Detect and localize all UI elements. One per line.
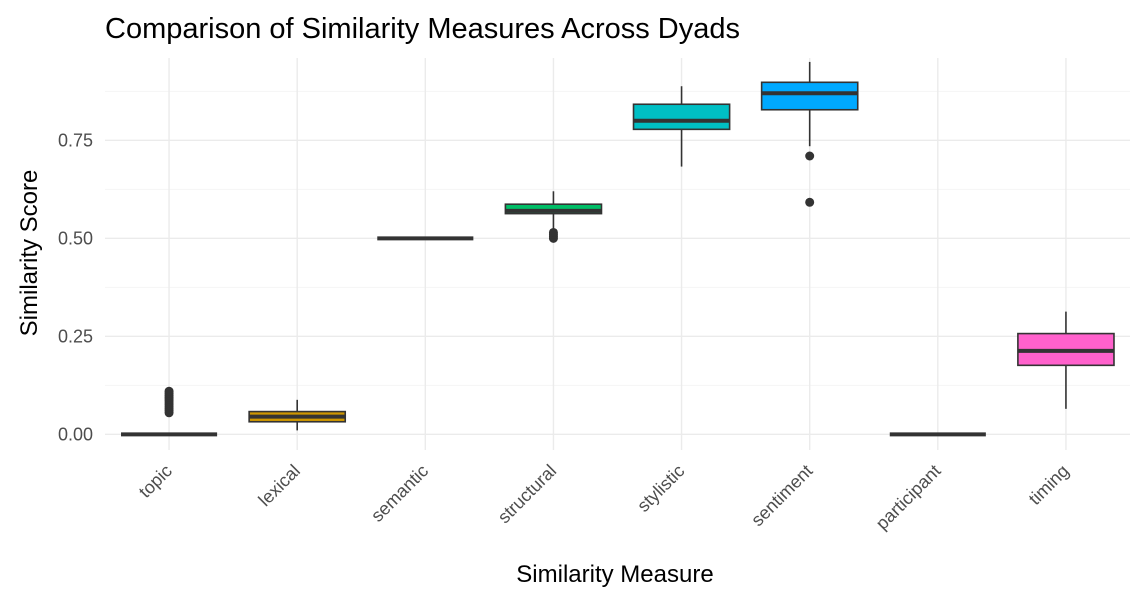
x-tick-label: semantic — [367, 461, 432, 526]
x-tick-label: structural — [494, 461, 560, 527]
x-tick-label: lexical — [254, 461, 304, 511]
y-tick-label: 0.75 — [58, 130, 93, 150]
box-body — [632, 103, 731, 131]
box-stylistic — [632, 86, 731, 167]
x-tick-label: timing — [1025, 461, 1073, 509]
outlier-point — [805, 151, 815, 161]
boxplot-boxes — [121, 61, 1115, 437]
box-lexical — [248, 399, 347, 431]
grid-lines — [105, 58, 1130, 450]
y-tick-label: 0.00 — [58, 424, 93, 444]
box-sentiment — [760, 61, 859, 207]
x-axis-ticks: topic lexical semantic structural stylistic s… — [135, 461, 1073, 534]
box-timing — [1017, 311, 1115, 409]
x-tick-label: stylistic — [633, 461, 688, 516]
x-tick-label: sentiment — [747, 461, 816, 530]
box-topic — [121, 386, 218, 437]
outlier-point — [164, 386, 174, 396]
chart-title: Comparison of Similarity Measures Across… — [105, 13, 740, 45]
outlier-point — [805, 197, 815, 207]
y-axis-ticks: 0.00 0.25 0.50 0.75 — [58, 130, 93, 444]
box-body — [760, 81, 859, 111]
box-structural — [504, 191, 603, 243]
x-tick-label: participant — [872, 461, 945, 534]
y-tick-label: 0.25 — [58, 326, 93, 346]
x-axis-title: Similarity Measure — [516, 561, 713, 588]
y-tick-label: 0.50 — [58, 228, 93, 248]
x-tick-label: topic — [135, 461, 176, 502]
y-axis-title: Similarity Score — [16, 170, 43, 337]
outlier-point — [548, 227, 558, 237]
